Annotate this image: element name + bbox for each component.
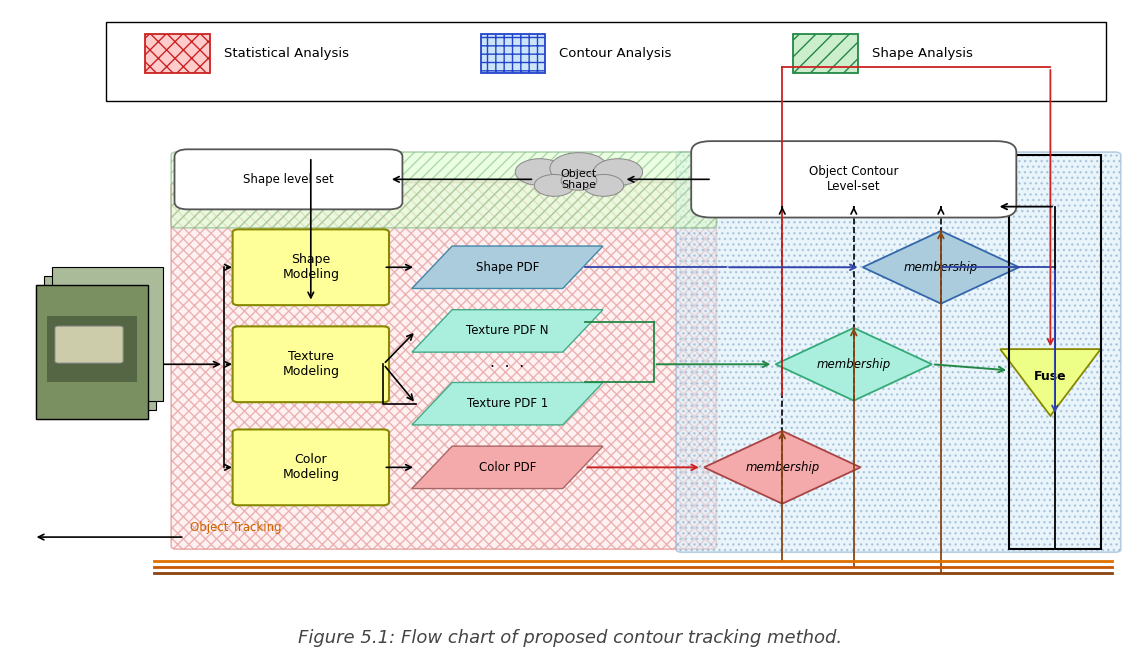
FancyBboxPatch shape <box>47 316 137 383</box>
Circle shape <box>561 171 597 190</box>
Text: Texture PDF 1: Texture PDF 1 <box>466 397 548 410</box>
FancyBboxPatch shape <box>106 22 1106 100</box>
Polygon shape <box>775 328 933 400</box>
Polygon shape <box>863 231 1019 304</box>
Circle shape <box>535 175 575 196</box>
FancyBboxPatch shape <box>43 276 155 409</box>
Text: Color
Modeling: Color Modeling <box>283 453 340 481</box>
Circle shape <box>515 158 564 185</box>
FancyBboxPatch shape <box>233 230 389 305</box>
FancyBboxPatch shape <box>146 34 210 73</box>
Text: Shape
Modeling: Shape Modeling <box>283 253 340 281</box>
FancyBboxPatch shape <box>233 327 389 402</box>
Text: Object Tracking: Object Tracking <box>190 522 282 535</box>
FancyBboxPatch shape <box>691 141 1017 218</box>
Text: Shape level set: Shape level set <box>243 173 334 186</box>
Text: membership: membership <box>816 358 890 371</box>
Polygon shape <box>1000 349 1101 416</box>
FancyBboxPatch shape <box>171 183 716 549</box>
FancyBboxPatch shape <box>171 152 716 228</box>
Polygon shape <box>705 431 861 504</box>
Text: Shape PDF: Shape PDF <box>475 261 539 274</box>
Polygon shape <box>412 310 603 352</box>
Text: Figure 5.1: Flow chart of proposed contour tracking method.: Figure 5.1: Flow chart of proposed conto… <box>298 629 842 647</box>
Text: membership: membership <box>904 261 978 274</box>
FancyBboxPatch shape <box>36 286 148 419</box>
Polygon shape <box>412 446 603 488</box>
FancyBboxPatch shape <box>36 286 148 419</box>
FancyBboxPatch shape <box>55 326 123 363</box>
Text: ·  ·  ·: · · · <box>490 360 524 375</box>
Circle shape <box>549 153 608 184</box>
FancyBboxPatch shape <box>174 149 402 209</box>
FancyBboxPatch shape <box>793 34 858 73</box>
Text: Object Contour
Level-set: Object Contour Level-set <box>809 166 898 194</box>
Text: membership: membership <box>746 461 820 474</box>
FancyBboxPatch shape <box>676 152 1121 552</box>
FancyBboxPatch shape <box>51 267 163 400</box>
Text: Contour Analysis: Contour Analysis <box>559 48 671 61</box>
FancyBboxPatch shape <box>481 34 545 73</box>
Text: Color PDF: Color PDF <box>479 461 536 474</box>
Polygon shape <box>412 246 603 288</box>
Text: Statistical Analysis: Statistical Analysis <box>223 48 349 61</box>
Text: Texture
Modeling: Texture Modeling <box>283 350 340 378</box>
Circle shape <box>584 175 624 196</box>
Circle shape <box>594 158 643 185</box>
Text: Shape Analysis: Shape Analysis <box>872 48 972 61</box>
Polygon shape <box>412 383 603 425</box>
FancyBboxPatch shape <box>233 430 389 505</box>
Text: Fuse: Fuse <box>1034 370 1067 383</box>
Text: Texture PDF N: Texture PDF N <box>466 325 548 338</box>
Text: Object
Shape: Object Shape <box>561 168 597 190</box>
